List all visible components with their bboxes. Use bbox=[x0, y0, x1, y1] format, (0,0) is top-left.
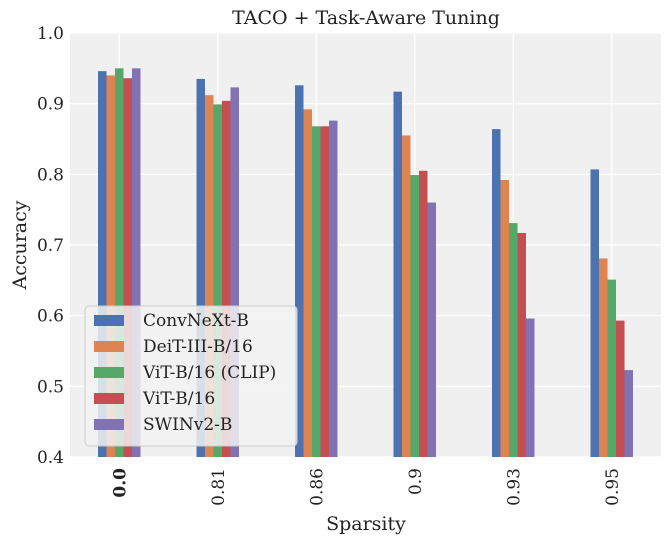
bars bbox=[98, 68, 633, 458]
legend-swatch bbox=[94, 315, 124, 326]
bar-vit-b-16-0-86 bbox=[320, 126, 329, 457]
bar-swinv2-b-0-86 bbox=[329, 120, 338, 457]
bar-vit-b-16-clip--0-86 bbox=[312, 126, 321, 457]
x-tick-label: 0.0 bbox=[110, 468, 130, 498]
bar-vit-b-16-clip--0-93 bbox=[509, 223, 518, 457]
bar-deit-iii-b-16-0-93 bbox=[500, 179, 509, 458]
legend-label: DeiT-III-B/16 bbox=[143, 337, 253, 357]
bar-convnext-b-0-0 bbox=[98, 71, 107, 457]
bar-vit-b-16-clip--0-81 bbox=[213, 104, 222, 458]
legend: ConvNeXt-B DeiT-III-B/16 ViT-B/16 (CLIP) Vi… bbox=[84, 305, 298, 447]
bar-vit-b-16-0-95 bbox=[616, 320, 625, 457]
x-tick-label: 0.93 bbox=[504, 468, 524, 506]
bar-swinv2-b-0-9 bbox=[427, 202, 436, 457]
bar-vit-b-16-clip--0-0 bbox=[115, 68, 124, 457]
bar-vit-b-16-0-93 bbox=[517, 232, 526, 457]
x-axis-label: Sparsity bbox=[326, 513, 406, 535]
y-tick-label: 0.6 bbox=[37, 307, 64, 327]
y-tick-label: 0.7 bbox=[37, 236, 64, 256]
bar-vit-b-16-0-9 bbox=[419, 170, 428, 458]
bar-deit-iii-b-16-0-0 bbox=[106, 75, 115, 458]
y-tick-label: 0.5 bbox=[37, 377, 64, 397]
bar-convnext-b-0-95 bbox=[590, 169, 599, 457]
legend-swatch bbox=[94, 393, 124, 404]
bar-convnext-b-0-93 bbox=[492, 129, 501, 458]
y-tick-label: 0.9 bbox=[37, 95, 64, 115]
bar-deit-iii-b-16-0-81 bbox=[205, 95, 214, 457]
x-tick-label: 0.81 bbox=[209, 468, 229, 506]
x-tick-label: 0.9 bbox=[406, 468, 426, 495]
bar-deit-iii-b-16-0-86 bbox=[303, 109, 312, 457]
bar-deit-iii-b-16-0-9 bbox=[402, 135, 411, 457]
bar-convnext-b-0-86 bbox=[295, 85, 304, 457]
y-tick-labels: 0.4 0.5 0.6 0.7 0.8 0.9 1.0 bbox=[37, 24, 64, 468]
legend-label: SWINv2-B bbox=[143, 415, 232, 435]
legend-label: ViT-B/16 bbox=[142, 389, 215, 409]
bar-deit-iii-b-16-0-95 bbox=[599, 258, 608, 457]
bar-swinv2-b-0-95 bbox=[624, 370, 633, 457]
legend-label: ViT-B/16 (CLIP) bbox=[142, 363, 276, 383]
bar-vit-b-16-0-0 bbox=[123, 78, 132, 457]
x-tick-labels: 0.0 0.81 0.86 0.9 0.93 0.95 bbox=[110, 468, 623, 506]
legend-box bbox=[84, 305, 298, 447]
x-tick-label: 0.86 bbox=[307, 468, 327, 506]
legend-swatch bbox=[94, 341, 124, 352]
bar-swinv2-b-0-93 bbox=[526, 318, 535, 457]
bar-convnext-b-0-81 bbox=[196, 78, 205, 458]
bar-swinv2-b-0-0 bbox=[132, 68, 141, 457]
legend-swatch bbox=[94, 419, 124, 430]
bar-swinv2-b-0-81 bbox=[230, 87, 239, 457]
legend-swatch bbox=[94, 367, 124, 378]
bar-vit-b-16-clip--0-9 bbox=[410, 175, 419, 458]
y-tick-label: 1.0 bbox=[37, 24, 64, 44]
bar-vit-b-16-clip--0-95 bbox=[607, 279, 616, 457]
legend-label: ConvNeXt-B bbox=[143, 311, 249, 331]
chart-title: TACO + Task-Aware Tuning bbox=[232, 7, 500, 29]
bar-convnext-b-0-9 bbox=[393, 91, 402, 458]
bar-vit-b-16-0-81 bbox=[222, 100, 231, 457]
x-tick-label: 0.95 bbox=[603, 468, 623, 506]
y-axis-label: Accuracy bbox=[9, 200, 31, 290]
y-tick-label: 0.8 bbox=[37, 165, 64, 185]
y-tick-label: 0.4 bbox=[37, 448, 64, 468]
